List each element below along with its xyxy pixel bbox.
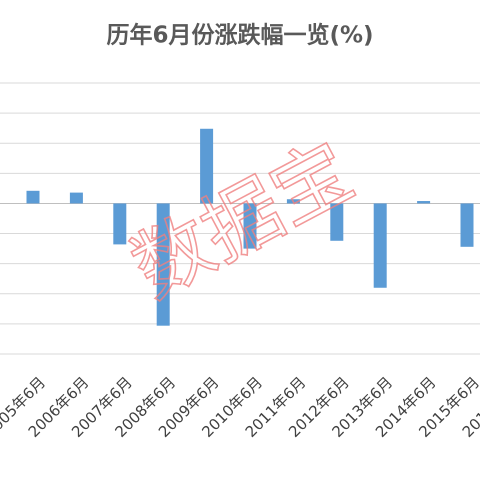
bar [26,190,40,204]
bar [330,203,344,241]
bar [373,203,387,288]
bar [417,201,431,204]
watermark: 数据宝 [118,126,367,315]
bar [200,128,214,204]
bar [243,203,257,249]
chart-title: 历年6月份涨跌幅一览(%) [106,22,373,49]
bar [113,203,127,245]
bar [286,199,300,204]
bar [156,203,170,326]
bar [460,203,474,247]
bar [69,192,83,204]
